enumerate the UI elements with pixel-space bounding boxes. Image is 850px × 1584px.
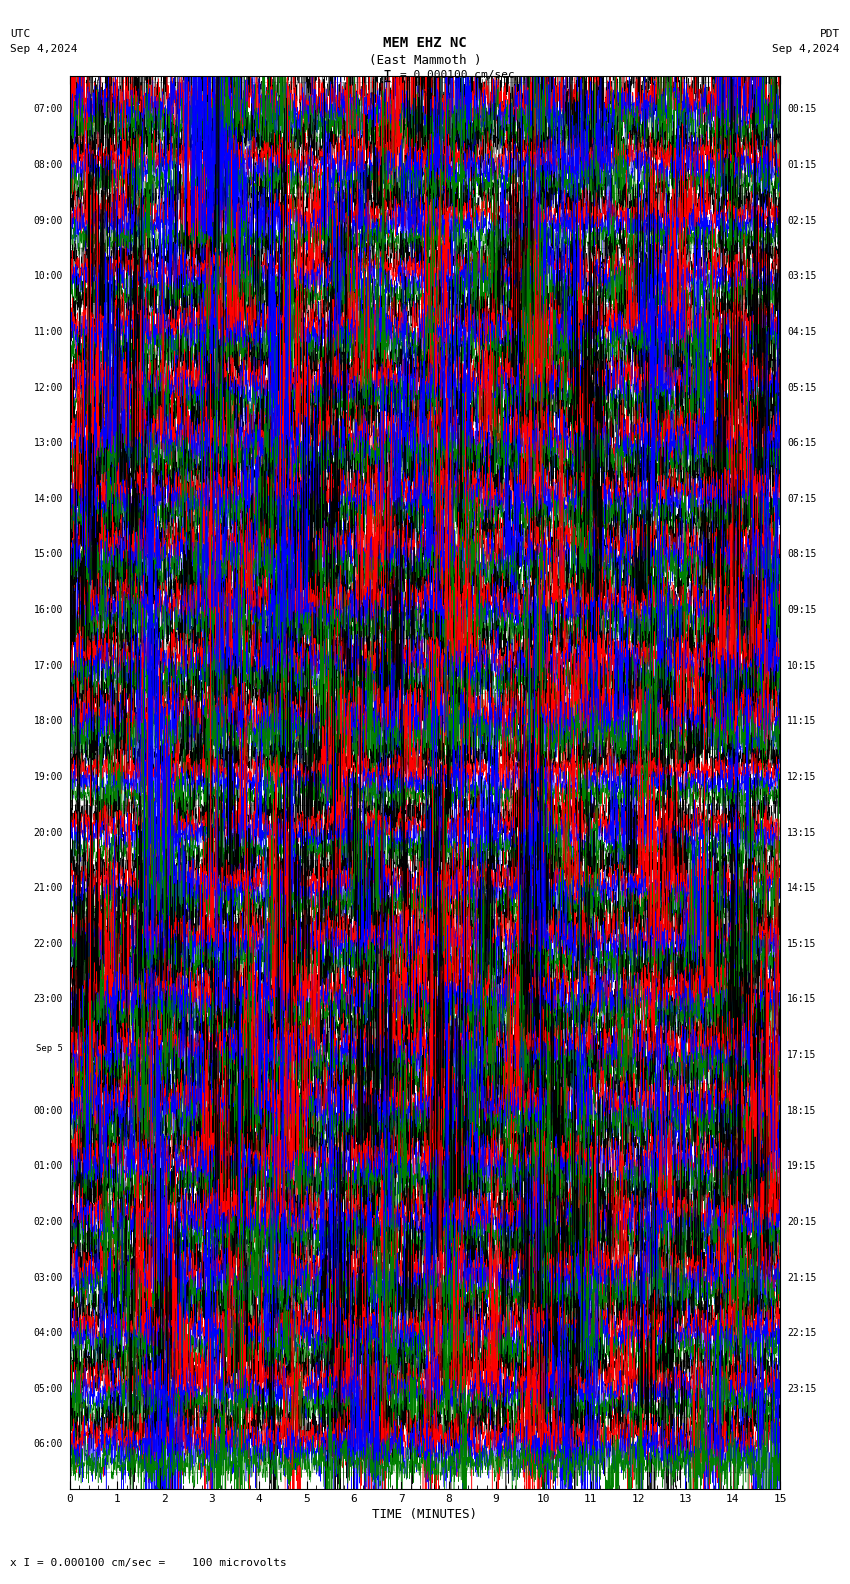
Text: 03:00: 03:00 [33,1272,63,1283]
Text: 08:00: 08:00 [33,160,63,169]
Text: 07:00: 07:00 [33,105,63,114]
Text: 19:15: 19:15 [787,1161,817,1171]
Text: 04:00: 04:00 [33,1329,63,1338]
Text: 09:15: 09:15 [787,605,817,615]
Text: 20:15: 20:15 [787,1217,817,1228]
Text: 21:15: 21:15 [787,1272,817,1283]
Text: 00:15: 00:15 [787,105,817,114]
Text: 03:15: 03:15 [787,271,817,282]
Text: x I = 0.000100 cm/sec =    100 microvolts: x I = 0.000100 cm/sec = 100 microvolts [10,1559,287,1568]
Text: 12:15: 12:15 [787,771,817,782]
Text: 23:15: 23:15 [787,1384,817,1394]
Text: 15:15: 15:15 [787,939,817,949]
Text: MEM EHZ NC: MEM EHZ NC [383,36,467,51]
Text: PDT: PDT [819,29,840,38]
Text: 02:00: 02:00 [33,1217,63,1228]
Text: 12:00: 12:00 [33,383,63,393]
Text: 23:00: 23:00 [33,995,63,1004]
Text: 02:15: 02:15 [787,215,817,225]
Text: 07:15: 07:15 [787,494,817,504]
Text: 05:00: 05:00 [33,1384,63,1394]
Text: 13:00: 13:00 [33,439,63,448]
Text: 18:00: 18:00 [33,716,63,727]
Text: 16:15: 16:15 [787,995,817,1004]
Text: 06:00: 06:00 [33,1440,63,1449]
Text: 01:00: 01:00 [33,1161,63,1171]
Text: 00:00: 00:00 [33,1106,63,1115]
Text: (East Mammoth ): (East Mammoth ) [369,54,481,67]
Text: 20:00: 20:00 [33,827,63,838]
Text: 04:15: 04:15 [787,326,817,337]
Text: 13:15: 13:15 [787,827,817,838]
Text: 08:15: 08:15 [787,550,817,559]
Text: 15:00: 15:00 [33,550,63,559]
Text: Sep 4,2024: Sep 4,2024 [10,44,77,54]
Text: 11:00: 11:00 [33,326,63,337]
Text: = 0.000100 cm/sec: = 0.000100 cm/sec [400,70,514,79]
Text: 14:00: 14:00 [33,494,63,504]
Text: Sep 4,2024: Sep 4,2024 [773,44,840,54]
Text: 14:15: 14:15 [787,884,817,893]
Text: 16:00: 16:00 [33,605,63,615]
Text: 22:15: 22:15 [787,1329,817,1338]
Text: 10:00: 10:00 [33,271,63,282]
Text: UTC: UTC [10,29,31,38]
Text: 21:00: 21:00 [33,884,63,893]
Text: 05:15: 05:15 [787,383,817,393]
Text: 17:00: 17:00 [33,661,63,670]
Text: 17:15: 17:15 [787,1050,817,1060]
X-axis label: TIME (MINUTES): TIME (MINUTES) [372,1508,478,1521]
Text: Sep 5: Sep 5 [36,1044,63,1053]
Text: 06:15: 06:15 [787,439,817,448]
Text: I: I [382,70,391,84]
Text: 18:15: 18:15 [787,1106,817,1115]
Text: 10:15: 10:15 [787,661,817,670]
Text: 22:00: 22:00 [33,939,63,949]
Text: 19:00: 19:00 [33,771,63,782]
Text: 11:15: 11:15 [787,716,817,727]
Text: 09:00: 09:00 [33,215,63,225]
Text: 01:15: 01:15 [787,160,817,169]
